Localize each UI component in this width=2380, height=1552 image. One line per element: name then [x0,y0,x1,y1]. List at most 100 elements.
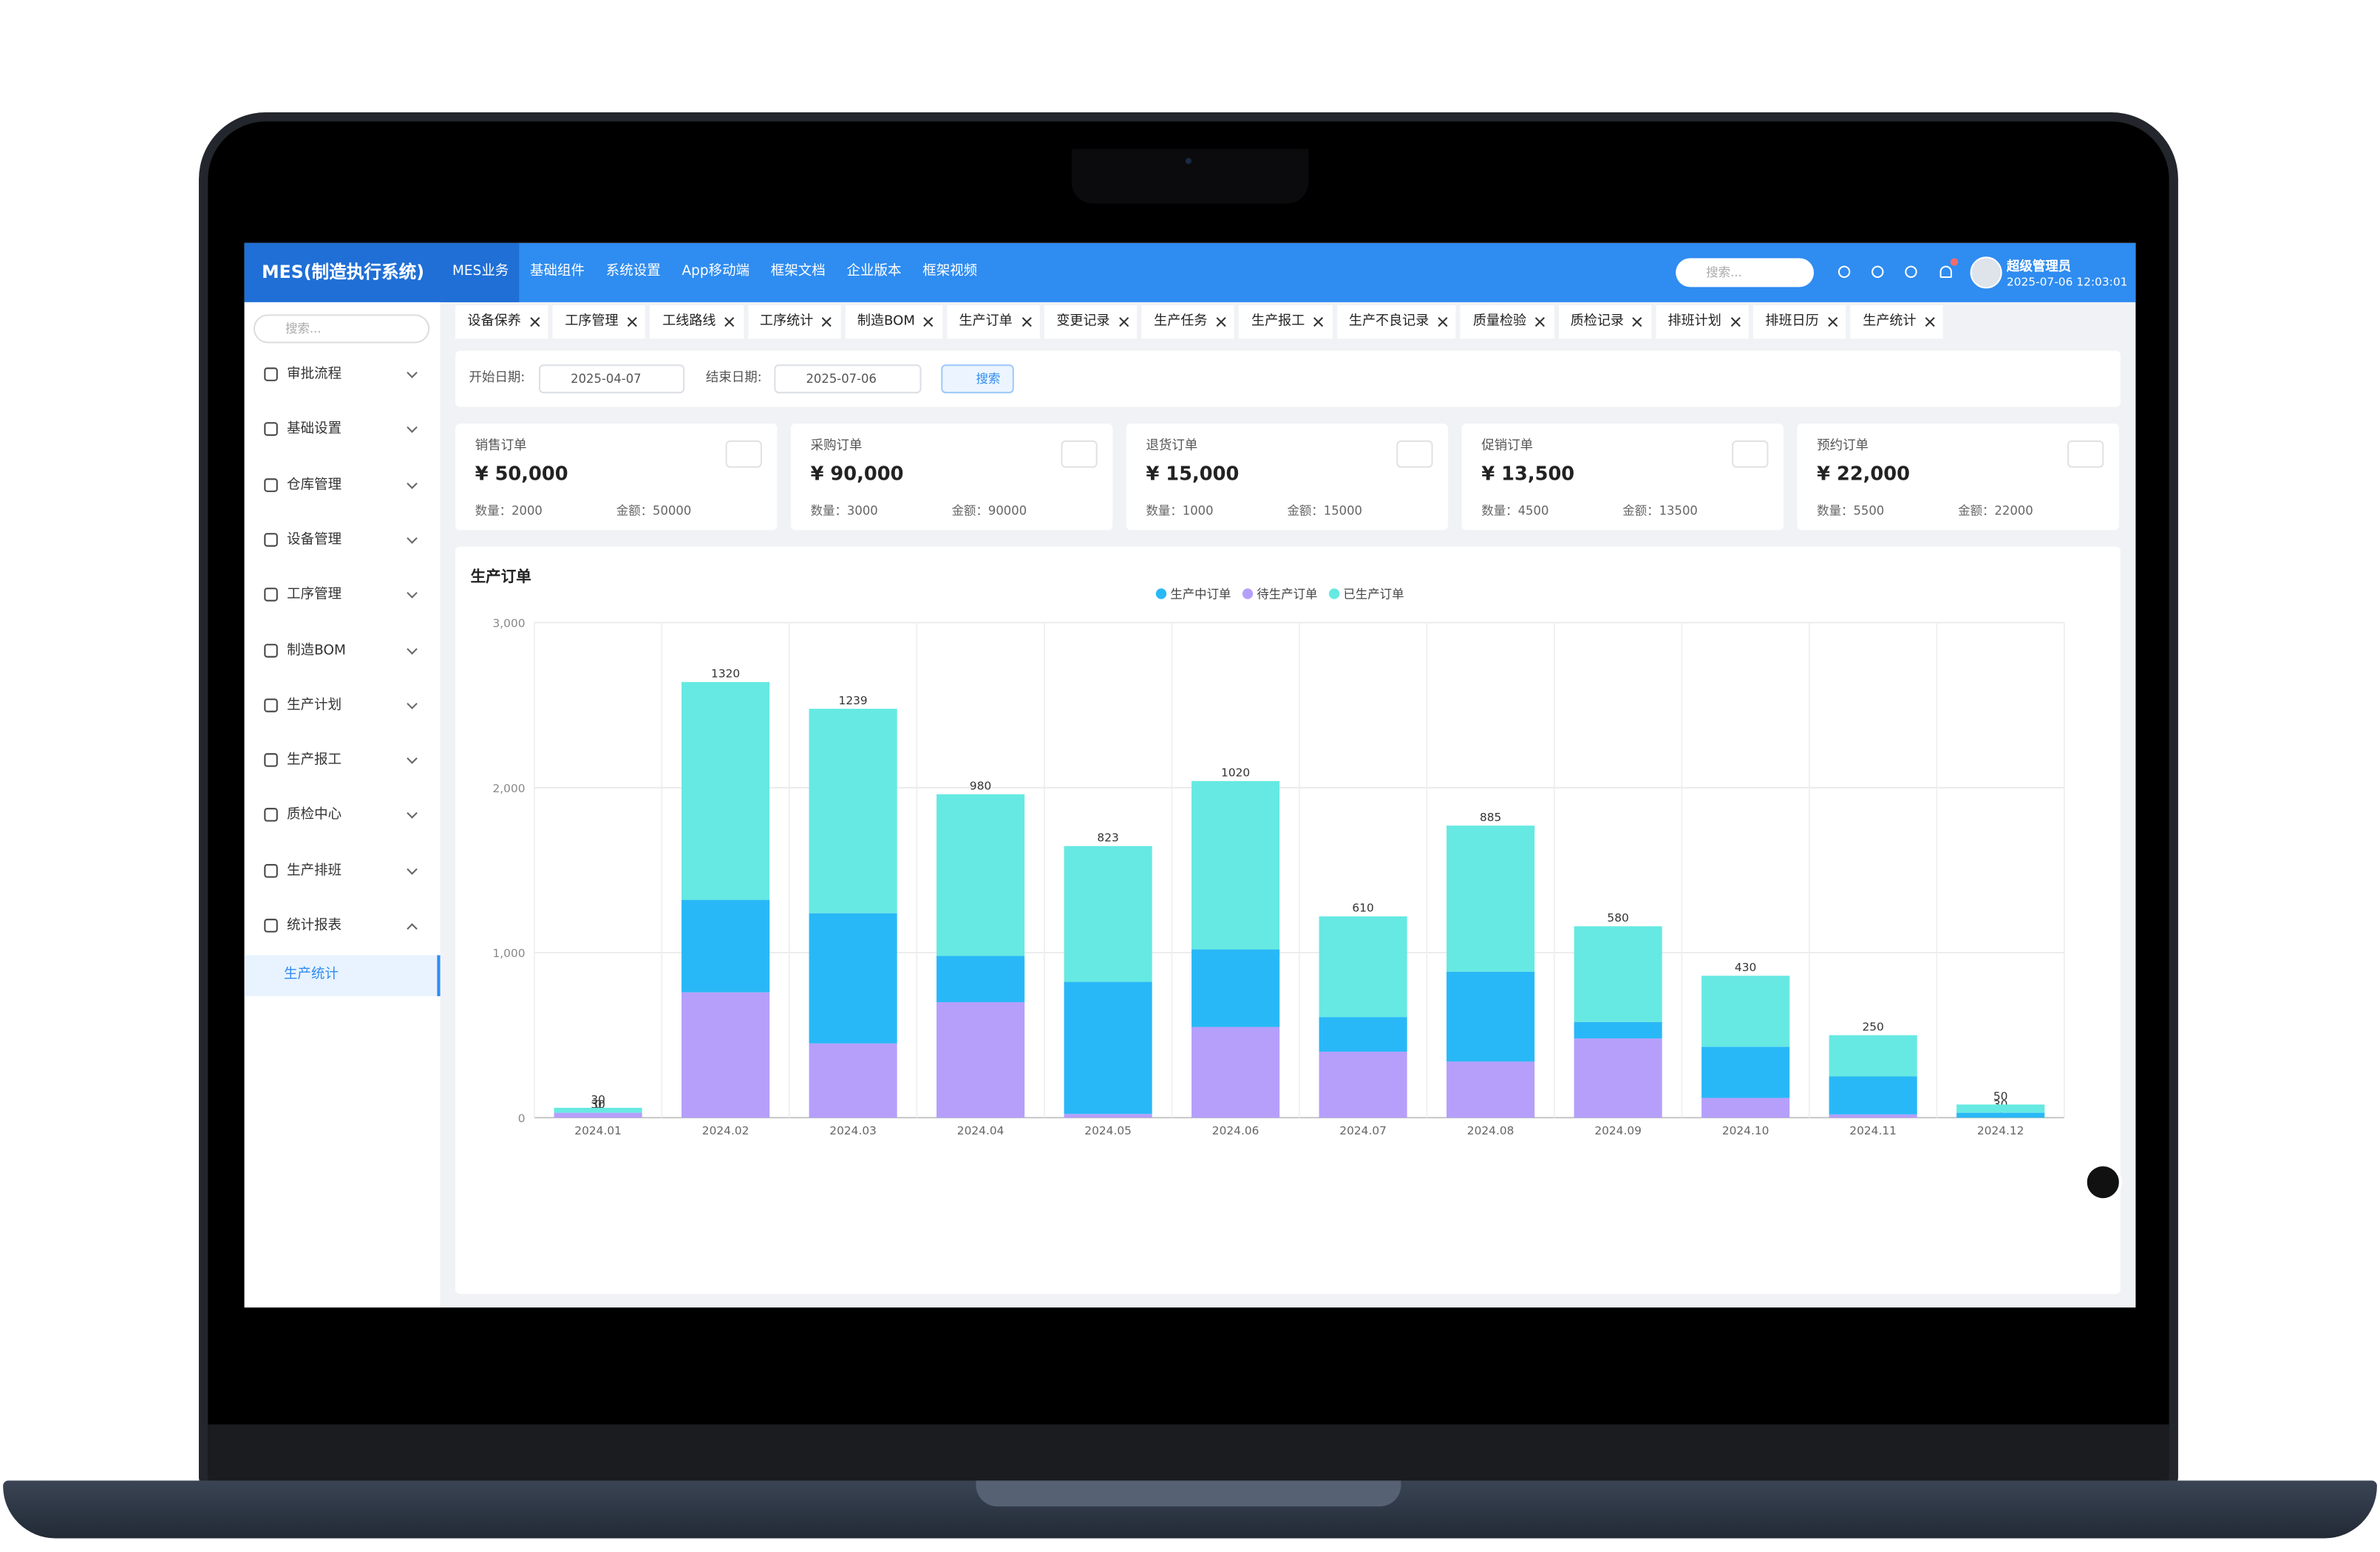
search-button[interactable]: 搜索 [941,364,1014,394]
tab-close[interactable] [1730,317,1739,326]
sidebar-search[interactable]: 搜索... [253,314,430,344]
menu-item[interactable]: 设备管理 [245,517,441,563]
stat-card: 退货订单 ¥ 15,000 数量：1000 金额：15000 [1126,423,1449,531]
tab-close[interactable] [1119,317,1128,326]
menu-label: 生产计划 [287,698,342,714]
y-tick-label: 2,000 [492,782,525,795]
tab-label: 生产不良记录 [1348,314,1429,330]
tab[interactable]: 生产统计 [1850,305,1944,339]
camera [1185,157,1192,164]
nav-item[interactable]: MES业务 [441,242,520,302]
avatar[interactable] [1970,256,2002,289]
user-icon[interactable] [1837,265,1851,279]
menu-item[interactable]: 生产排班 [245,848,441,894]
user-name[interactable]: 超级管理员 [2006,259,2072,275]
menu-item[interactable]: 统计报表 [245,904,441,950]
bar-segment [1064,981,1152,1114]
logo[interactable]: MES(制造执行系统) [244,242,442,302]
chevron [407,923,418,934]
tab-close[interactable] [1828,317,1837,326]
nav-item[interactable]: 基础组件 [530,264,585,280]
power-icon[interactable] [1905,265,1917,279]
tab[interactable]: 生产任务 [1141,305,1235,339]
menu-icon [264,698,278,712]
tab-label: 生产报工 [1251,314,1305,330]
tab-label: 生产订单 [959,314,1013,330]
menu-item[interactable]: 工序管理 [245,573,441,619]
tab[interactable]: 工序管理 [552,305,646,339]
tab[interactable]: 生产报工 [1239,305,1333,339]
start-date[interactable]: 2025-04-07 [539,364,685,394]
tab-close[interactable] [1925,317,1934,326]
nav-item[interactable]: 系统设置 [605,264,661,280]
menu-item[interactable]: 生产计划 [245,683,441,729]
settings-icon[interactable] [1871,265,1884,279]
menu-item[interactable]: 制造BOM [245,628,441,674]
bar-segment [1191,780,1280,950]
submenu-item[interactable]: 生产统计 [244,955,441,996]
bar-segment [1829,1114,1917,1118]
tab[interactable]: 制造BOM [845,305,942,339]
value-label: 580 [1607,911,1628,925]
card-icon [1061,440,1098,468]
tab[interactable]: 变更记录 [1044,305,1138,339]
nav-item[interactable]: 企业版本 [846,264,902,280]
tab-close[interactable] [1535,317,1544,326]
x-tick-label: 2024.07 [1339,1124,1387,1137]
nav-item[interactable]: App移动端 [681,264,750,280]
tab-close[interactable] [725,317,734,326]
bar-segment [1956,1112,2045,1118]
value-label: 250 [1862,1021,1883,1034]
tab[interactable]: 质量检验 [1461,305,1554,339]
tab[interactable]: 设备保养 [455,305,548,339]
card-count: 数量：5500 [1817,504,1885,518]
bar-segment [1446,1061,1535,1118]
tab-label: 生产任务 [1154,314,1208,330]
tab[interactable]: 生产订单 [947,305,1040,339]
value-label: 823 [1097,831,1118,845]
tab-close[interactable] [530,317,539,326]
menu-icon [264,808,278,823]
tab[interactable]: 排班日历 [1752,305,1846,339]
value-label: 0 [594,1097,602,1111]
card-sum: 金额：13500 [1622,504,1698,518]
tab-label: 设备保养 [467,314,521,330]
tab-close[interactable] [924,317,933,326]
bar-segment [1319,916,1407,1018]
tab-close[interactable] [1438,317,1447,326]
base-notch [976,1480,1401,1507]
nav-item[interactable]: 框架视频 [922,264,978,280]
menu-item[interactable]: 基础设置 [245,407,441,453]
legend-item[interactable]: 已生产订单 [1328,588,1404,602]
menu-item[interactable]: 生产报工 [245,738,441,784]
tab-close[interactable] [628,317,636,326]
card-amount: ¥ 90,000 [810,461,904,485]
menu-item[interactable]: 质检中心 [245,793,441,839]
value-label: 980 [970,780,991,793]
legend-item[interactable]: 待生产订单 [1242,588,1318,602]
tab-close[interactable] [1217,317,1225,326]
tab[interactable]: 工线路线 [650,305,744,339]
nav-item[interactable]: 框架文档 [770,264,826,280]
tab-close[interactable] [823,317,832,326]
tab[interactable]: 工序统计 [747,305,841,339]
tab[interactable]: 质检记录 [1558,305,1651,339]
menu-item[interactable]: 审批流程 [245,353,441,398]
end-date[interactable]: 2025-07-06 [774,364,922,394]
chevron [407,588,418,599]
legend-item[interactable]: 生产中订单 [1155,588,1231,602]
tab-close[interactable] [1314,317,1323,326]
tab-close[interactable] [1021,317,1030,326]
header-search[interactable]: 搜索... [1676,258,1815,287]
tab-close[interactable] [1633,317,1642,326]
tab[interactable]: 排班计划 [1656,305,1749,339]
menu-item[interactable]: 仓库管理 [245,463,441,508]
end-label: 结束日期: [705,370,762,386]
card-count: 数量：4500 [1481,504,1549,518]
bell-icon[interactable] [1939,265,1952,279]
stat-card: 采购订单 ¥ 90,000 数量：3000 金额：90000 [790,423,1113,531]
bar-segment [936,794,1025,956]
tab[interactable]: 生产不良记录 [1336,305,1457,339]
float-button[interactable] [2084,1163,2122,1202]
menu-icon [264,919,278,933]
